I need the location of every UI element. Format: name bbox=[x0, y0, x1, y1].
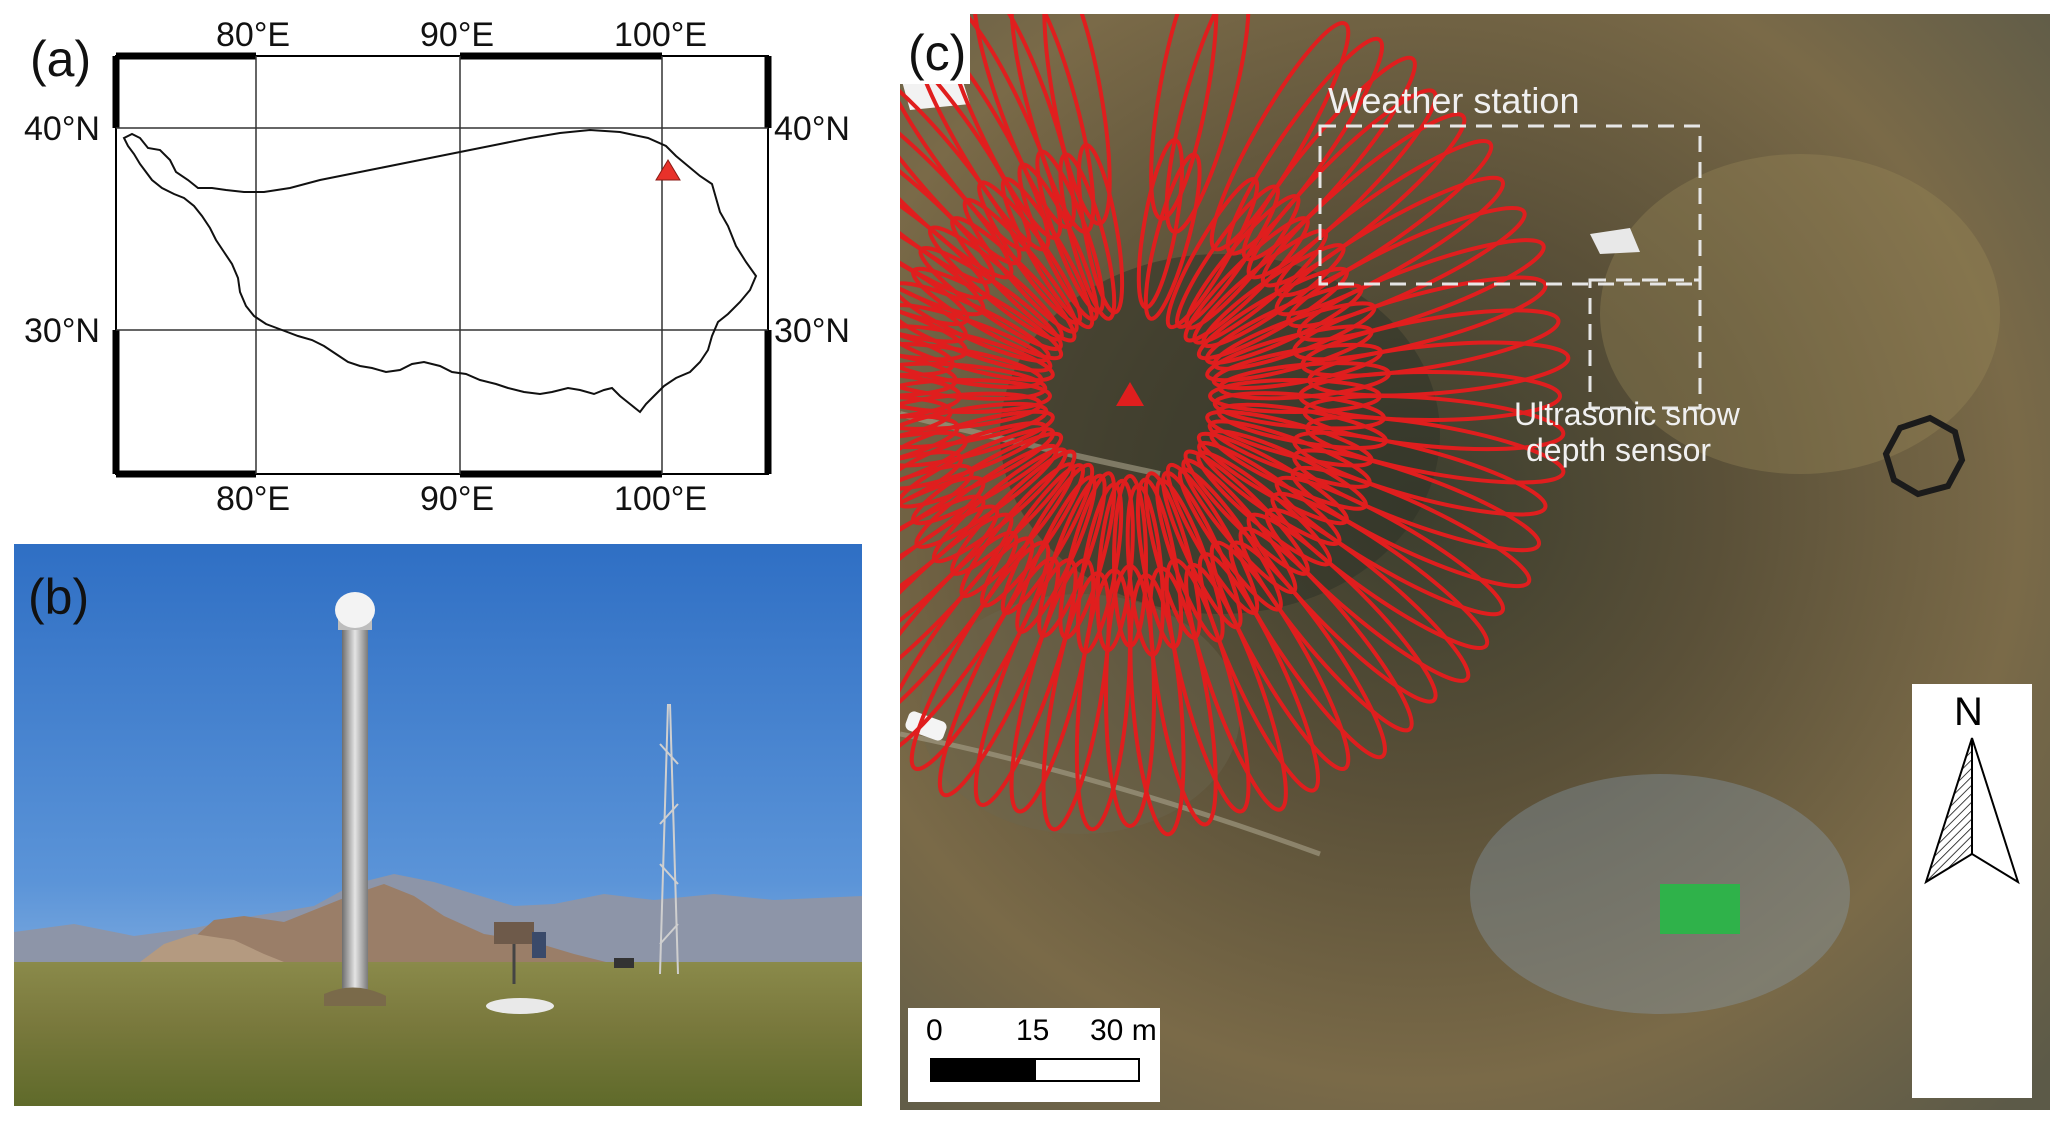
graticule bbox=[116, 56, 768, 474]
panel-c-label: (c) bbox=[908, 25, 967, 81]
lon-tick-bottom-90: 90°E bbox=[420, 480, 495, 518]
lat-tick-right-30: 30°N bbox=[774, 312, 850, 350]
scale-bar: 0 15 30 m bbox=[908, 1008, 1160, 1102]
site-marker-triangle bbox=[655, 159, 681, 181]
weather-station-label: Weather station bbox=[1328, 80, 1580, 121]
footprint-ellipse bbox=[900, 409, 1055, 468]
lat-tick-left-40: 40°N bbox=[24, 110, 100, 148]
weather-station-box bbox=[1318, 124, 1702, 286]
scale-tick-15: 15 bbox=[1016, 1014, 1050, 1047]
panel-c-aerial: (c) Weather station Ultrasonic snow dept… bbox=[900, 14, 2050, 1110]
antenna-location-triangle bbox=[1116, 382, 1144, 406]
footprint-ellipse bbox=[1143, 152, 1202, 321]
lon-tick-bottom-100: 100°E bbox=[614, 480, 708, 518]
tower bbox=[659, 703, 679, 975]
lat-tick-left-30: 30°N bbox=[24, 312, 100, 350]
scale-tick-30: 30 m bbox=[1090, 1014, 1157, 1047]
map-frame bbox=[112, 52, 772, 478]
footprint-ellipse bbox=[1164, 14, 1251, 234]
snow-sensor-box bbox=[1588, 278, 1702, 410]
snow-sensor-label-line2: depth sensor bbox=[1526, 432, 1712, 468]
footprint-ellipse bbox=[900, 401, 1049, 450]
north-arrow-icon bbox=[1924, 737, 2020, 885]
footprint-ellipse bbox=[900, 303, 1053, 373]
footprint-ellipse bbox=[900, 378, 1052, 414]
north-label: N bbox=[1954, 690, 1983, 734]
map-border-ticks bbox=[112, 52, 772, 478]
grassland bbox=[14, 962, 862, 1106]
panel-a-label: (a) bbox=[30, 31, 92, 87]
scale-tick-0: 0 bbox=[926, 1014, 943, 1047]
panel-c-label-box bbox=[900, 14, 970, 84]
footprint-ellipse bbox=[1076, 142, 1125, 315]
scale-bar-white-segment bbox=[1034, 1058, 1140, 1082]
snow-sensor-enclosure bbox=[1882, 414, 1966, 498]
footprint-ellipse bbox=[900, 361, 1048, 401]
scale-bar-black-segment bbox=[930, 1058, 1038, 1082]
north-arrow: N bbox=[1912, 684, 2032, 1098]
footprint-ellipse bbox=[900, 427, 1056, 509]
gnss-pole bbox=[342, 622, 368, 998]
footprint-ellipse bbox=[900, 324, 1055, 383]
site-photo bbox=[14, 544, 862, 1106]
lon-tick-top-80: 80°E bbox=[216, 16, 291, 54]
gnss-antenna-dome bbox=[335, 592, 375, 628]
panel-a-map: (a) 80°E 90°E 100°E 80°E bbox=[0, 0, 880, 518]
reflection-footprints bbox=[900, 14, 1571, 837]
aerial-image bbox=[900, 14, 2050, 1110]
panel-b-label: (b) bbox=[28, 569, 90, 625]
lon-tick-top-100: 100°E bbox=[614, 16, 708, 54]
lon-tick-top-90: 90°E bbox=[420, 16, 495, 54]
panel-b-photo: (b) bbox=[14, 544, 862, 1106]
lon-tick-bottom-80: 80°E bbox=[216, 480, 291, 518]
snow-sensor-label-line1: Ultrasonic snow bbox=[1514, 396, 1740, 432]
lat-tick-right-40: 40°N bbox=[774, 110, 850, 148]
plateau-outline bbox=[122, 128, 758, 414]
footprint-ellipse bbox=[1042, 14, 1112, 226]
